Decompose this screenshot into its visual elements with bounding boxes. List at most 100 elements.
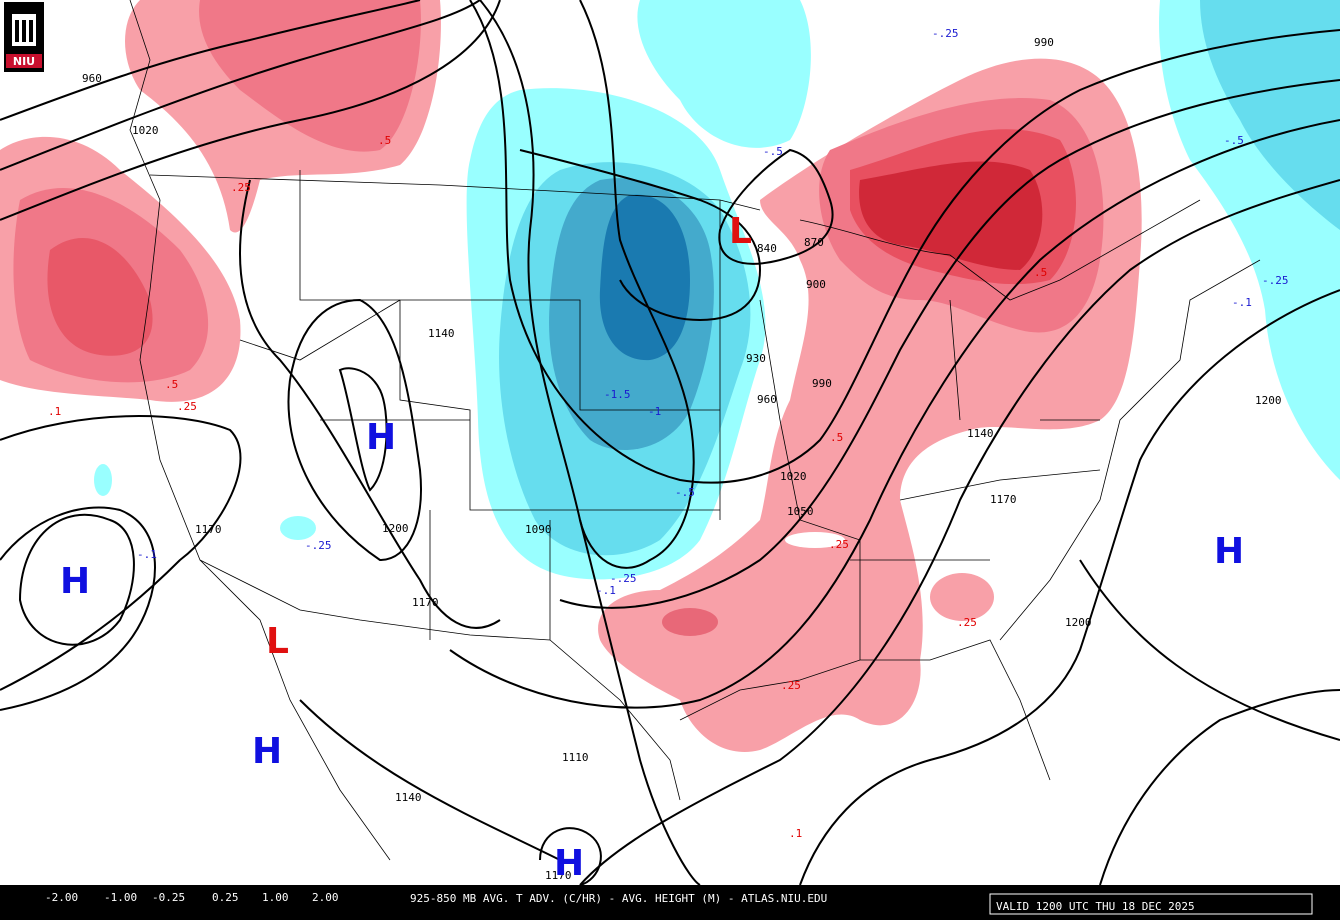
warm-advection-shape <box>930 573 994 621</box>
cold-advection <box>94 0 1340 580</box>
contour-label-text: 900 <box>806 278 826 291</box>
height-contours-shape <box>579 0 695 569</box>
height-contours-shape <box>0 0 501 221</box>
borders-shape <box>679 639 1051 781</box>
contour-label-text: 1020 <box>780 470 807 483</box>
contour-labels: 1140 1200 1170 1170 1090 1110 1140 1170 … <box>82 36 1282 882</box>
advection-label-text: .25 <box>829 538 849 551</box>
advection-labels: -.25 -.5 -.5 -.1 -.25 -1.5 -1 -.5 -.25 -… <box>48 27 1289 840</box>
height-contours-shape <box>718 148 834 265</box>
advection-label-text: -.1 <box>596 584 616 597</box>
warm-advection-shape <box>47 238 153 356</box>
advection-label-text: .1 <box>789 827 802 840</box>
footer-text: 925-850 MB AVG. T ADV. (C/HR) - AVG. HEI… <box>410 892 827 905</box>
advection-label-text: .1 <box>48 405 61 418</box>
cold-advection-shape <box>94 464 112 496</box>
logo-text: NIU <box>13 55 35 68</box>
height-contours-shape <box>1099 689 1340 886</box>
cold-advection-shape <box>637 0 811 148</box>
warm-advection-shape <box>662 608 718 636</box>
logo-shape <box>6 54 42 68</box>
contour-label-text: 1050 <box>787 505 814 518</box>
height-contours-shape <box>18 513 135 646</box>
borders-shape <box>999 259 1261 641</box>
borders-shape <box>239 299 720 511</box>
borders-shape <box>850 299 1100 561</box>
contour-label-text: 1170 <box>195 523 222 536</box>
borders-shape <box>149 174 761 211</box>
borders-shape <box>320 200 721 640</box>
height-contours-shape <box>799 289 1340 886</box>
footer-text: VALID 1200 UTC THU 18 DEC 2025 <box>996 900 1195 913</box>
height-contours-shape <box>539 827 602 886</box>
contour-label-text: 1020 <box>132 124 159 137</box>
pressure-system-text: H <box>252 731 282 772</box>
advection-label-text: .5 <box>830 431 843 444</box>
height-contours-shape <box>338 367 388 492</box>
height-contours-shape <box>0 0 421 121</box>
contour-label-text: 1170 <box>545 869 572 882</box>
advection-label-text: -.25 <box>305 539 332 552</box>
height-contours-shape <box>299 179 1340 886</box>
contour-label-text: 870 <box>804 236 824 249</box>
contour-label-text: 1090 <box>525 523 552 536</box>
contour-label-text: 990 <box>812 377 832 390</box>
contour-label-text: 1140 <box>395 791 422 804</box>
advection-label-text: -.5 <box>675 486 695 499</box>
logo-shape <box>15 20 19 42</box>
pressure-system-text: H <box>1214 531 1244 572</box>
height-contours-shape <box>287 298 422 562</box>
footer-text: 2.00 <box>312 891 339 904</box>
height-contours-shape <box>479 0 701 886</box>
advection-label-text: .5 <box>1034 266 1047 279</box>
advection-label-text: .25 <box>781 679 801 692</box>
pressure-system-text: H <box>554 843 584 884</box>
contour-label-text: 960 <box>82 72 102 85</box>
height-contours-shape <box>0 506 156 711</box>
advection-label-text: -1 <box>648 405 661 418</box>
contour-label-text: 1170 <box>990 493 1017 506</box>
advection-label-text: .25 <box>177 400 197 413</box>
contour-label-text: 1170 <box>412 596 439 609</box>
contour-label-text: 930 <box>746 352 766 365</box>
logo-shape <box>22 20 26 42</box>
footer-text: -1.00 <box>104 891 137 904</box>
cold-advection-shape <box>599 194 690 361</box>
height-contours-shape <box>0 415 242 691</box>
contour-label-text: 840 <box>757 242 777 255</box>
contour-label-text: 1200 <box>1065 616 1092 629</box>
advection-label-text: -.25 <box>1262 274 1289 287</box>
contour-label-text: 990 <box>1034 36 1054 49</box>
warm-advection-shape <box>785 532 845 548</box>
advection-label-text: -1.5 <box>604 388 631 401</box>
pressure-system-text: H <box>366 417 396 458</box>
warm-advection-shape <box>859 161 1043 270</box>
height-contours-shape <box>1079 559 1340 741</box>
contour-label-text: 1200 <box>382 522 409 535</box>
pressure-system-text: L <box>729 211 752 252</box>
height-contours-shape <box>449 119 1340 709</box>
advection-label-text: -.5 <box>1224 134 1244 147</box>
contour-label-text: 1110 <box>562 751 589 764</box>
logo-shape <box>29 20 33 42</box>
advection-label-text: .5 <box>378 134 391 147</box>
footer-text: 0.25 <box>212 891 239 904</box>
borders-shape <box>199 559 681 801</box>
advection-label-text: -.25 <box>610 572 637 585</box>
pressure-system-text: L <box>266 621 289 662</box>
advection-label-text: -.25 <box>932 27 959 40</box>
advection-label-text: -.1 <box>137 548 157 561</box>
contour-label-text: 960 <box>757 393 777 406</box>
footer-text: -0.25 <box>152 891 185 904</box>
footer-text: 1.00 <box>262 891 289 904</box>
contour-label-text: 1140 <box>428 327 455 340</box>
pressure-systems: H H H H H L L <box>60 211 1244 884</box>
advection-label-text: -.5 <box>763 145 783 158</box>
footer: -2.00 -1.00 -0.25 0.25 1.00 2.00 925-850… <box>0 885 1340 920</box>
height-contours <box>0 0 1340 886</box>
footer-text: -2.00 <box>45 891 78 904</box>
height-contours-shape <box>519 149 762 322</box>
borders-shape <box>799 199 1201 301</box>
contour-label-text: 1200 <box>1255 394 1282 407</box>
